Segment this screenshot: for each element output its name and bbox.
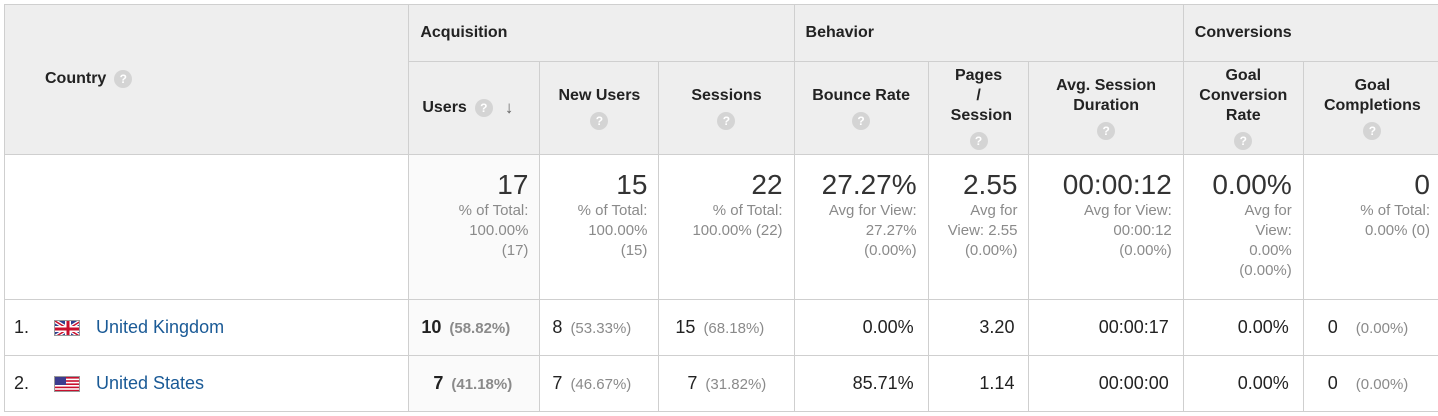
us-flag-icon: [54, 376, 80, 393]
bounce-rate-cell: 0.00%: [793, 299, 929, 356]
help-icon[interactable]: ?: [114, 70, 133, 89]
avg-session-duration-cell: 00:00:00: [1028, 355, 1184, 412]
sort-descending-icon[interactable]: ↓: [504, 97, 514, 117]
pages-session-cell: 1.14: [927, 355, 1030, 412]
new-users-column-header[interactable]: New Users?: [539, 61, 660, 155]
new-users-cell: 8 (53.33%): [539, 299, 660, 356]
goal-completions-cell: 0 (0.00%): [1302, 355, 1438, 412]
help-icon[interactable]: ?: [1097, 122, 1116, 140]
country-header[interactable]: Country?: [3, 4, 410, 155]
uk-flag-icon: [54, 320, 80, 337]
country-link[interactable]: United States: [96, 373, 205, 393]
pages-session-column-header[interactable]: Pages / Session?: [927, 61, 1030, 155]
total-goal-conversion-rate: 0.00% Avg for View: 0.00% (0.00%): [1182, 154, 1304, 300]
goal-conversion-rate-column-header[interactable]: Goal Conversion Rate?: [1182, 61, 1304, 155]
goal-completions-column-header[interactable]: Goal Completions?: [1302, 61, 1438, 155]
bounce-rate-column-header[interactable]: Bounce Rate?: [793, 61, 929, 155]
total-users: 17 % of Total: 100.00% (17): [408, 154, 541, 300]
total-goal-completions: 0 % of Total: 0.00% (0): [1302, 154, 1438, 300]
goal-conversion-rate-cell: 0.00%: [1182, 355, 1304, 412]
country-cell: 2. United States: [3, 355, 410, 412]
bounce-rate-cell: 85.71%: [793, 355, 929, 412]
help-icon[interactable]: ?: [852, 112, 871, 130]
total-avg-session-duration: 00:00:12 Avg for View: 00:00:12 (0.00%): [1028, 154, 1184, 300]
help-icon[interactable]: ?: [1234, 132, 1253, 150]
help-icon[interactable]: ?: [474, 98, 493, 117]
users-cell: 10 (58.82%): [408, 299, 541, 356]
sessions-cell: 7 (31.82%): [658, 355, 795, 412]
behavior-group-header: Behavior: [793, 4, 1184, 62]
goal-completions-cell: 0 (0.00%): [1302, 299, 1438, 356]
country-cell: 1. United Kingdom: [3, 299, 410, 356]
new-users-cell: 7 (46.67%): [539, 355, 660, 412]
help-icon[interactable]: ?: [717, 112, 736, 130]
total-sessions: 22 % of Total: 100.00% (22): [658, 154, 795, 300]
totals-label-cell: [3, 154, 410, 300]
help-icon[interactable]: ?: [590, 112, 609, 130]
sessions-cell: 15 (68.18%): [658, 299, 795, 356]
help-icon[interactable]: ?: [969, 132, 988, 150]
avg-session-duration-column-header[interactable]: Avg. Session Duration?: [1028, 61, 1184, 155]
users-column-header[interactable]: Users? ↓: [408, 61, 541, 155]
total-pages-session: 2.55 Avg for View: 2.55 (0.00%): [927, 154, 1030, 300]
conversions-group-header: Conversions: [1182, 4, 1438, 62]
pages-session-cell: 3.20: [927, 299, 1030, 356]
acquisition-group-header: Acquisition: [408, 4, 795, 62]
total-bounce-rate: 27.27% Avg for View: 27.27% (0.00%): [793, 154, 929, 300]
sessions-column-header[interactable]: Sessions?: [658, 61, 795, 155]
avg-session-duration-cell: 00:00:17: [1028, 299, 1184, 356]
help-icon[interactable]: ?: [1363, 122, 1382, 140]
report-table: Country? Acquisition Behavior Conversion…: [3, 4, 1438, 412]
users-cell: 7 (41.18%): [408, 355, 541, 412]
table-row: 1. United Kingdom 10 (58.82%) 8 (53.33%) 1…: [3, 299, 1438, 356]
total-new-users: 15 % of Total: 100.00% (15): [539, 154, 660, 300]
country-link[interactable]: United Kingdom: [96, 317, 225, 337]
totals-row: 17 % of Total: 100.00% (17) 15 % of Tota…: [3, 154, 1438, 300]
goal-conversion-rate-cell: 0.00%: [1182, 299, 1304, 356]
table-row: 2. United States 7 (41.18%) 7 (46.67%) 7 (3…: [3, 355, 1438, 412]
